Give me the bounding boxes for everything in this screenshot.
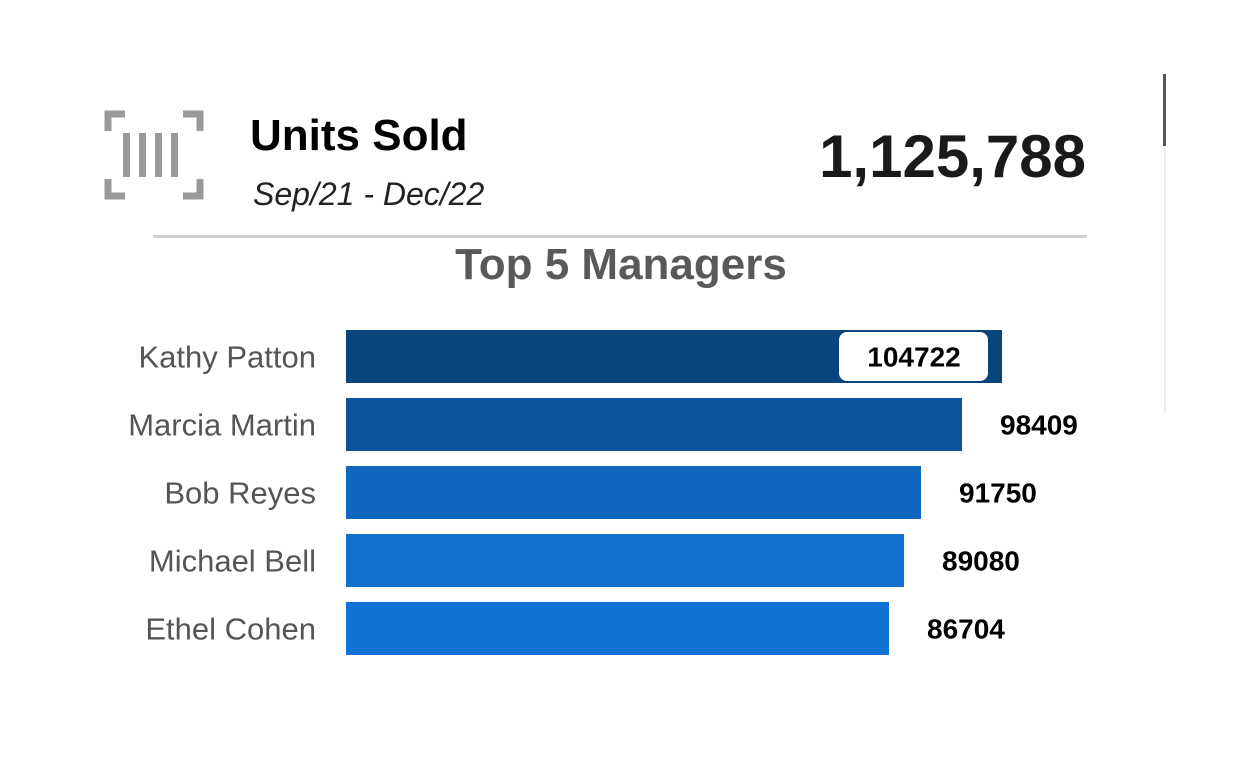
kpi-title: Units Sold bbox=[250, 111, 468, 160]
bar-3[interactable] bbox=[346, 534, 904, 587]
category-label: Marcia Martin bbox=[128, 408, 316, 443]
bar-1[interactable] bbox=[346, 398, 962, 451]
category-label: Bob Reyes bbox=[164, 476, 316, 511]
barcode-scan-icon bbox=[103, 109, 205, 201]
value-label: 98409 bbox=[1000, 410, 1078, 441]
value-label: 89080 bbox=[942, 546, 1020, 577]
chart-title: Top 5 Managers bbox=[455, 240, 787, 289]
category-label: Michael Bell bbox=[149, 544, 316, 579]
highlight-label-pill bbox=[839, 332, 988, 381]
kpi-period: Sep/21 - Dec/22 bbox=[253, 176, 485, 212]
scrollbar-thumb[interactable] bbox=[1163, 74, 1166, 146]
value-label: 91750 bbox=[959, 478, 1037, 509]
bar-2[interactable] bbox=[346, 466, 921, 519]
value-label: 86704 bbox=[927, 614, 1005, 645]
scrollbar-track[interactable] bbox=[1164, 146, 1166, 412]
category-label: Kathy Patton bbox=[138, 340, 316, 375]
bar-4[interactable] bbox=[346, 602, 889, 655]
category-label: Ethel Cohen bbox=[145, 612, 316, 647]
divider bbox=[153, 235, 1087, 238]
kpi-value: 1,125,788 bbox=[819, 123, 1086, 190]
value-label: 104722 bbox=[867, 342, 960, 373]
